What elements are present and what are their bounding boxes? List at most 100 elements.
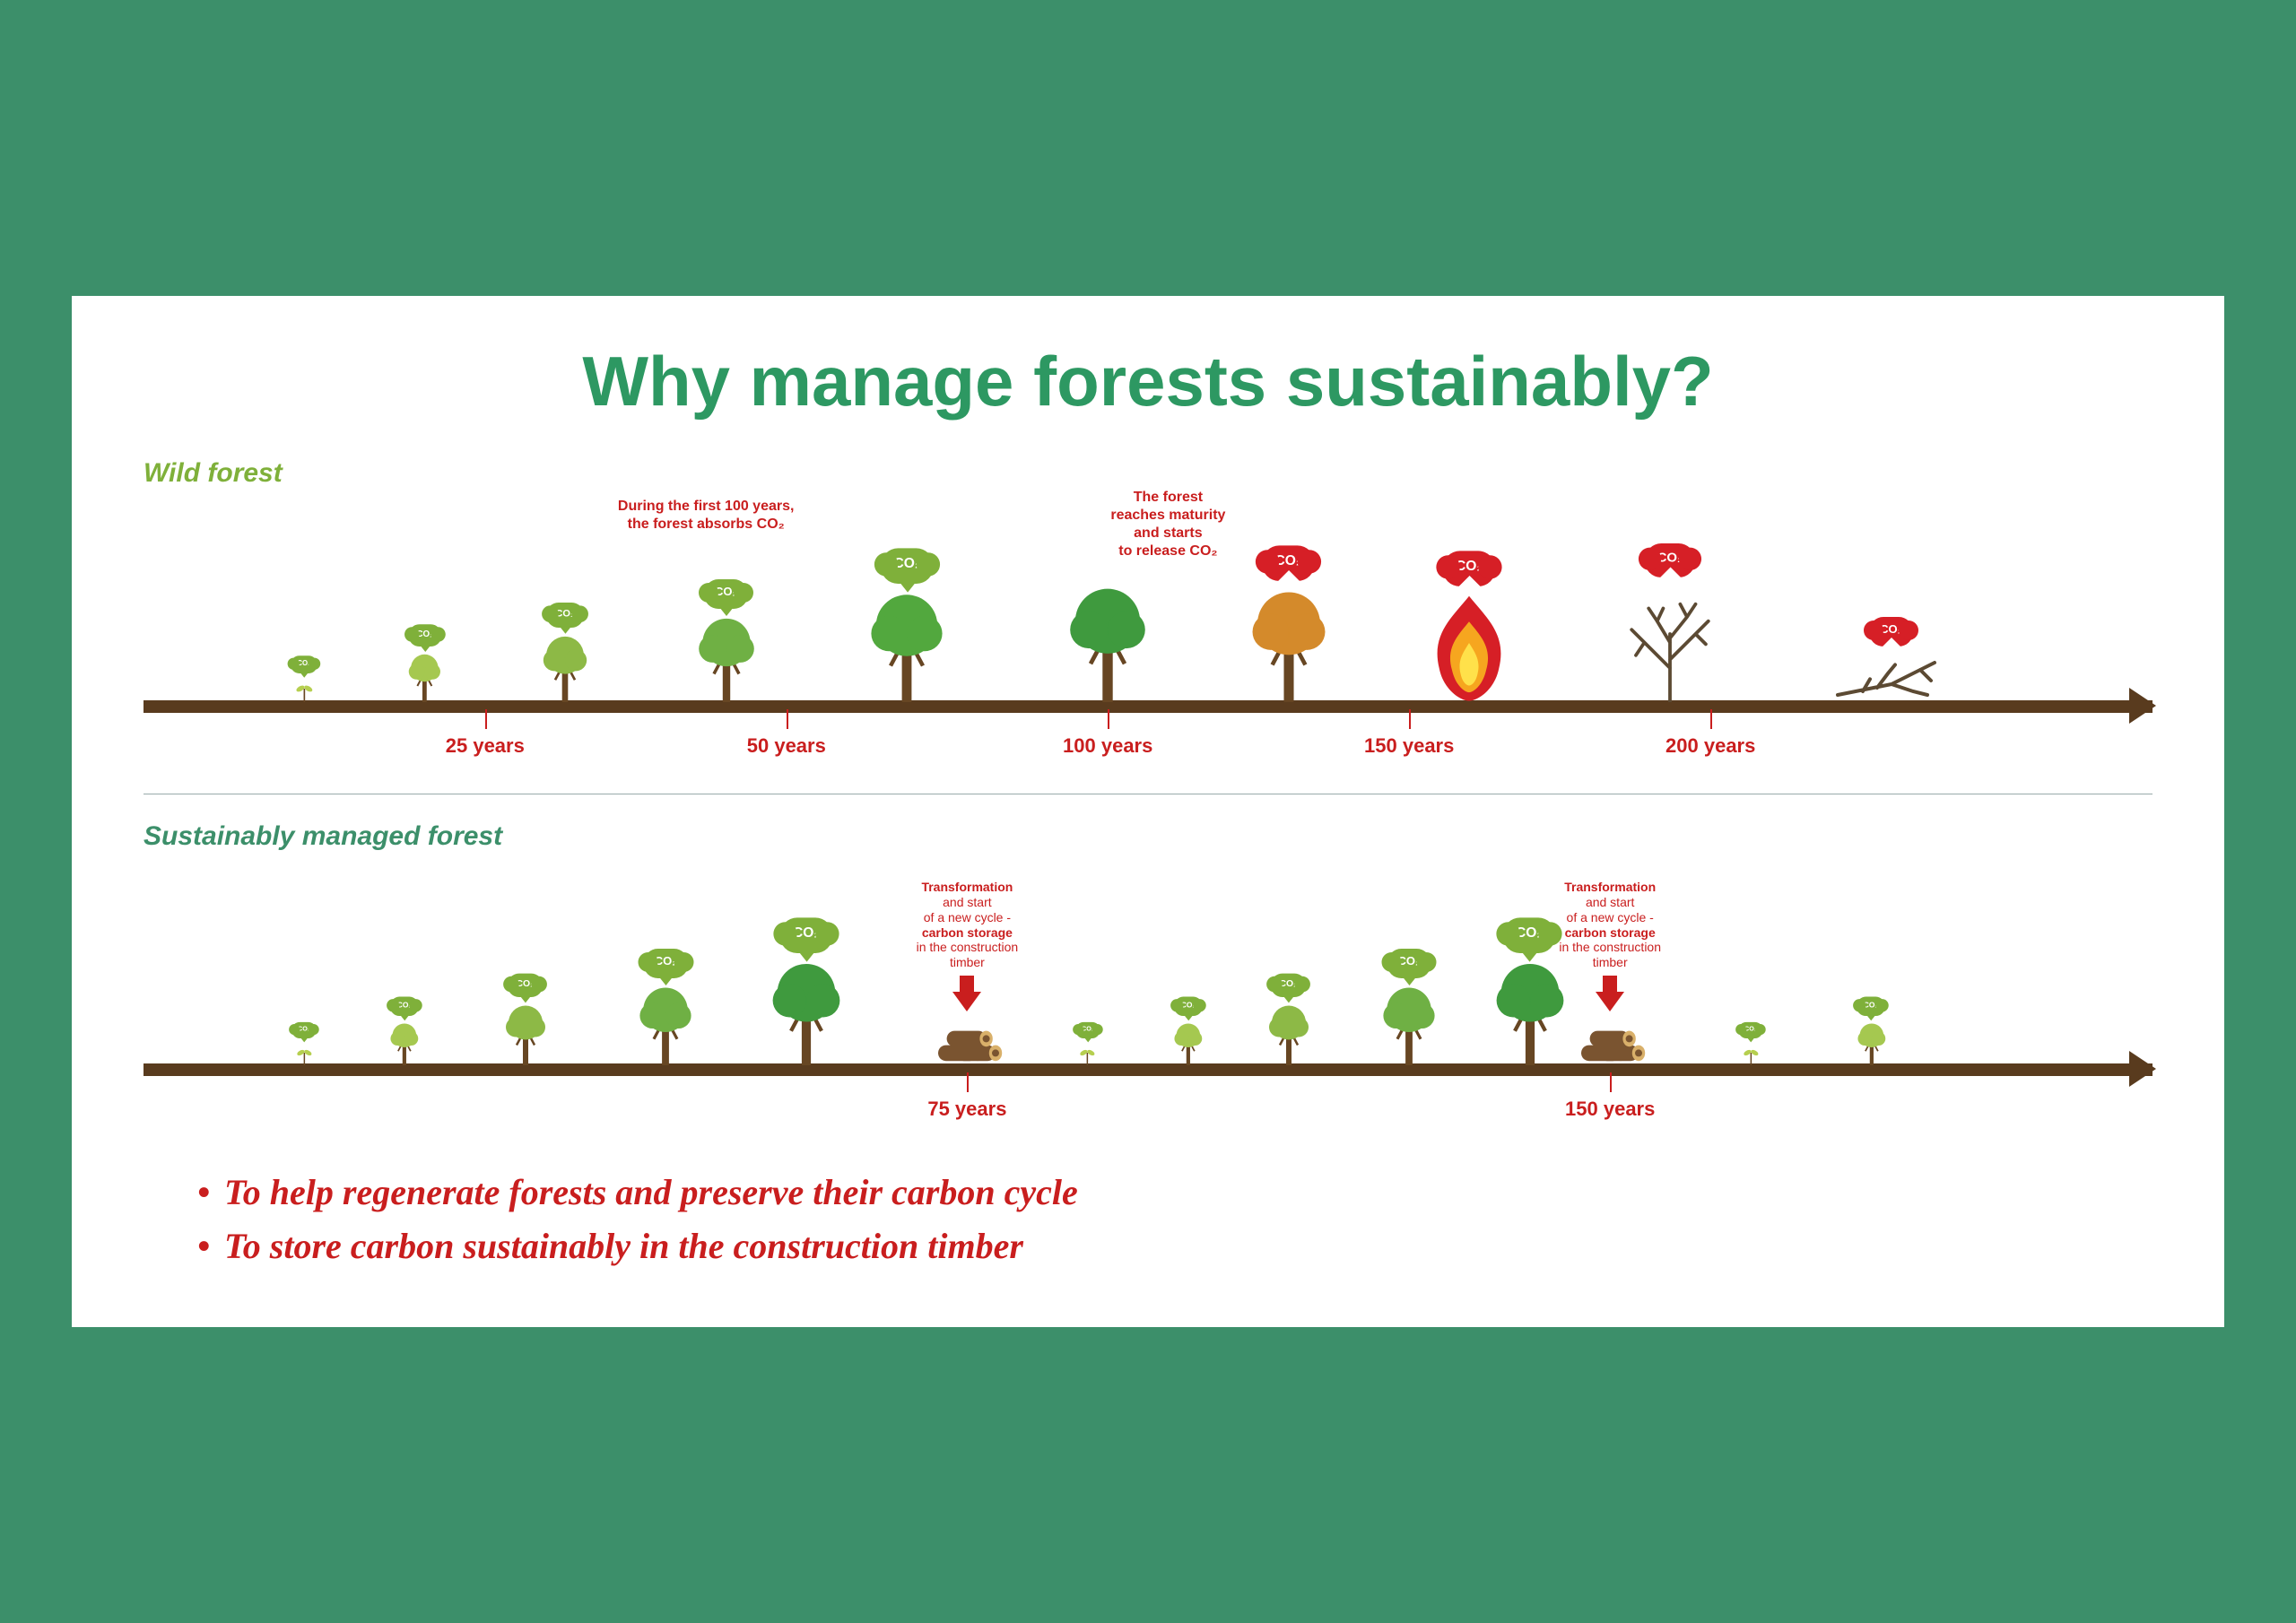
timeline-tick [787,709,788,729]
sprout-icon [294,679,314,702]
tree-slot: CO₂ [541,598,590,702]
co2-cloud-icon: CO₂ [546,603,584,628]
co2-cloud-icon: CO₂ [1174,997,1203,1016]
tree-slot [1065,583,1151,702]
tree-slot: CO₂ [1166,986,1210,1065]
tree-icon [541,633,590,702]
co2-cloud-icon: CO₂ [1262,546,1315,582]
wild-forest-section: Wild forest During the first 100 years,t… [144,458,2152,767]
timeline-tick-label: 75 years [927,1098,1006,1121]
tree-icon [1065,583,1151,702]
co2-cloud-icon: CO₂ [1857,997,1885,1016]
tree-icon [637,984,695,1065]
co2-cloud-icon: CO₂ [1645,543,1696,577]
timeline-tick-label: 150 years [1565,1098,1655,1121]
wild-forest-label: Wild forest [144,458,2152,489]
infographic-card: Why manage forests sustainably? Wild for… [72,296,2224,1327]
tree-slot: CO₂ [1849,986,1893,1065]
timeline-tick [1108,709,1109,729]
fire-icon [1427,592,1512,703]
tree-slot: CO₂ [866,554,947,702]
sprout-icon [295,1044,313,1065]
co2-cloud-icon: CO₂ [408,624,441,647]
tree-slot: CO₂ [637,949,695,1065]
bullet-list: To help regenerate forests and preserve … [144,1166,2152,1273]
co2-cloud-icon: CO₂ [1869,617,1913,647]
tree-slot: CO₂ [1248,551,1330,702]
tree-slot: CO₂ [695,579,758,702]
tree-icon [1248,586,1330,702]
tree-icon [407,652,443,702]
timeline-tick-label: 200 years [1665,734,1755,758]
sustainable-forest-section: Sustainably managed forest CO₂ CO₂ CO₂ C… [144,821,2152,1130]
sprout-icon [1742,1044,1760,1065]
tree-slot: CO₂ [283,1009,326,1065]
tree-slot: CO₂ [283,644,326,702]
co2-cloud-icon: CO₂ [704,579,748,609]
tree-icon [866,589,947,702]
co2-cloud-icon: CO₂ [390,997,419,1016]
tree-slot: CO₂ [503,968,548,1065]
sustainable-forest-label: Sustainably managed forest [144,821,2152,852]
co2-cloud-icon: CO₂ [1387,949,1431,978]
timeline-tick [1710,709,1712,729]
co2-cloud-icon: CO₂ [780,917,833,953]
co2-cloud-icon: CO₂ [1443,551,1496,586]
timeline-tick [1610,1072,1612,1092]
timeline-tick [967,1072,969,1092]
timeline-bar [144,700,2152,713]
tree-slot: CO₂ [1266,968,1311,1065]
tree-slot: CO₂ [403,617,447,702]
timeline-tick-label: 25 years [446,734,525,758]
tree-icon [1856,1021,1887,1065]
down-arrow-icon [952,992,981,1011]
tree-slot: CO₂ [383,986,427,1065]
logs-icon [1574,1015,1646,1065]
tree-slot: CO₂ [1427,557,1512,703]
bullet-item: To store carbon sustainably in the const… [197,1219,2152,1273]
logs-icon [931,1015,1003,1065]
co2-cloud-icon: CO₂ [1738,1022,1762,1038]
tree-icon [1172,1021,1204,1065]
annotation-release: The forestreaches maturityand startsto r… [1110,489,1225,560]
timeline-arrowhead-icon [2129,1051,2156,1087]
tree-icon [503,1002,548,1065]
bullet-item: To help regenerate forests and preserve … [197,1166,2152,1219]
co2-cloud-icon: CO₂ [1075,1022,1100,1038]
tree-slot: CO₂ [1728,1009,1772,1065]
timeline-tick [1409,709,1411,729]
page-title: Why manage forests sustainably? [144,341,2152,422]
sustainable-timeline: CO₂ CO₂ CO₂ CO₂ CO₂ [144,861,2152,1130]
timeline-tick [485,709,487,729]
timeline-tick-label: 100 years [1063,734,1152,758]
tree-icon [1380,984,1439,1065]
transformation-text: Transformationand startof a new cycle -c… [917,880,1019,970]
transformation-block: Transformationand startof a new cycle -c… [886,880,1048,1065]
co2-cloud-icon: CO₂ [644,949,688,978]
tree-slot: CO₂ [1380,949,1439,1065]
co2-cloud-icon: CO₂ [508,974,543,997]
timeline-arrowhead-icon [2129,688,2156,724]
tree-slot: CO₂ [769,924,845,1065]
wild-timeline: During the first 100 years,the forest ab… [144,498,2152,767]
tree-slot: CO₂ [1611,548,1730,702]
sprout-icon [1079,1044,1097,1065]
tree-icon [1266,1002,1311,1065]
co2-cloud-icon: CO₂ [292,1022,317,1038]
tree-icon [389,1021,421,1065]
tree-slot: CO₂ [1065,1009,1109,1065]
tree-icon [769,959,845,1065]
timeline-bar [144,1063,2152,1076]
timeline-tick-label: 150 years [1364,734,1454,758]
annotation-absorb: During the first 100 years,the forest ab… [618,498,795,534]
co2-cloud-icon: CO₂ [881,548,934,584]
transformation-block: Transformationand startof a new cycle -c… [1529,880,1691,1065]
tree-slot: CO₂ [1834,617,1949,702]
co2-cloud-icon: CO₂ [291,655,317,673]
tree-icon [695,614,758,702]
transformation-text: Transformationand startof a new cycle -c… [1559,880,1661,970]
dead-tree-icon [1611,583,1730,702]
fallen-tree-icon [1834,652,1949,702]
co2-cloud-icon: CO₂ [1271,974,1306,997]
timeline-tick-label: 50 years [747,734,826,758]
